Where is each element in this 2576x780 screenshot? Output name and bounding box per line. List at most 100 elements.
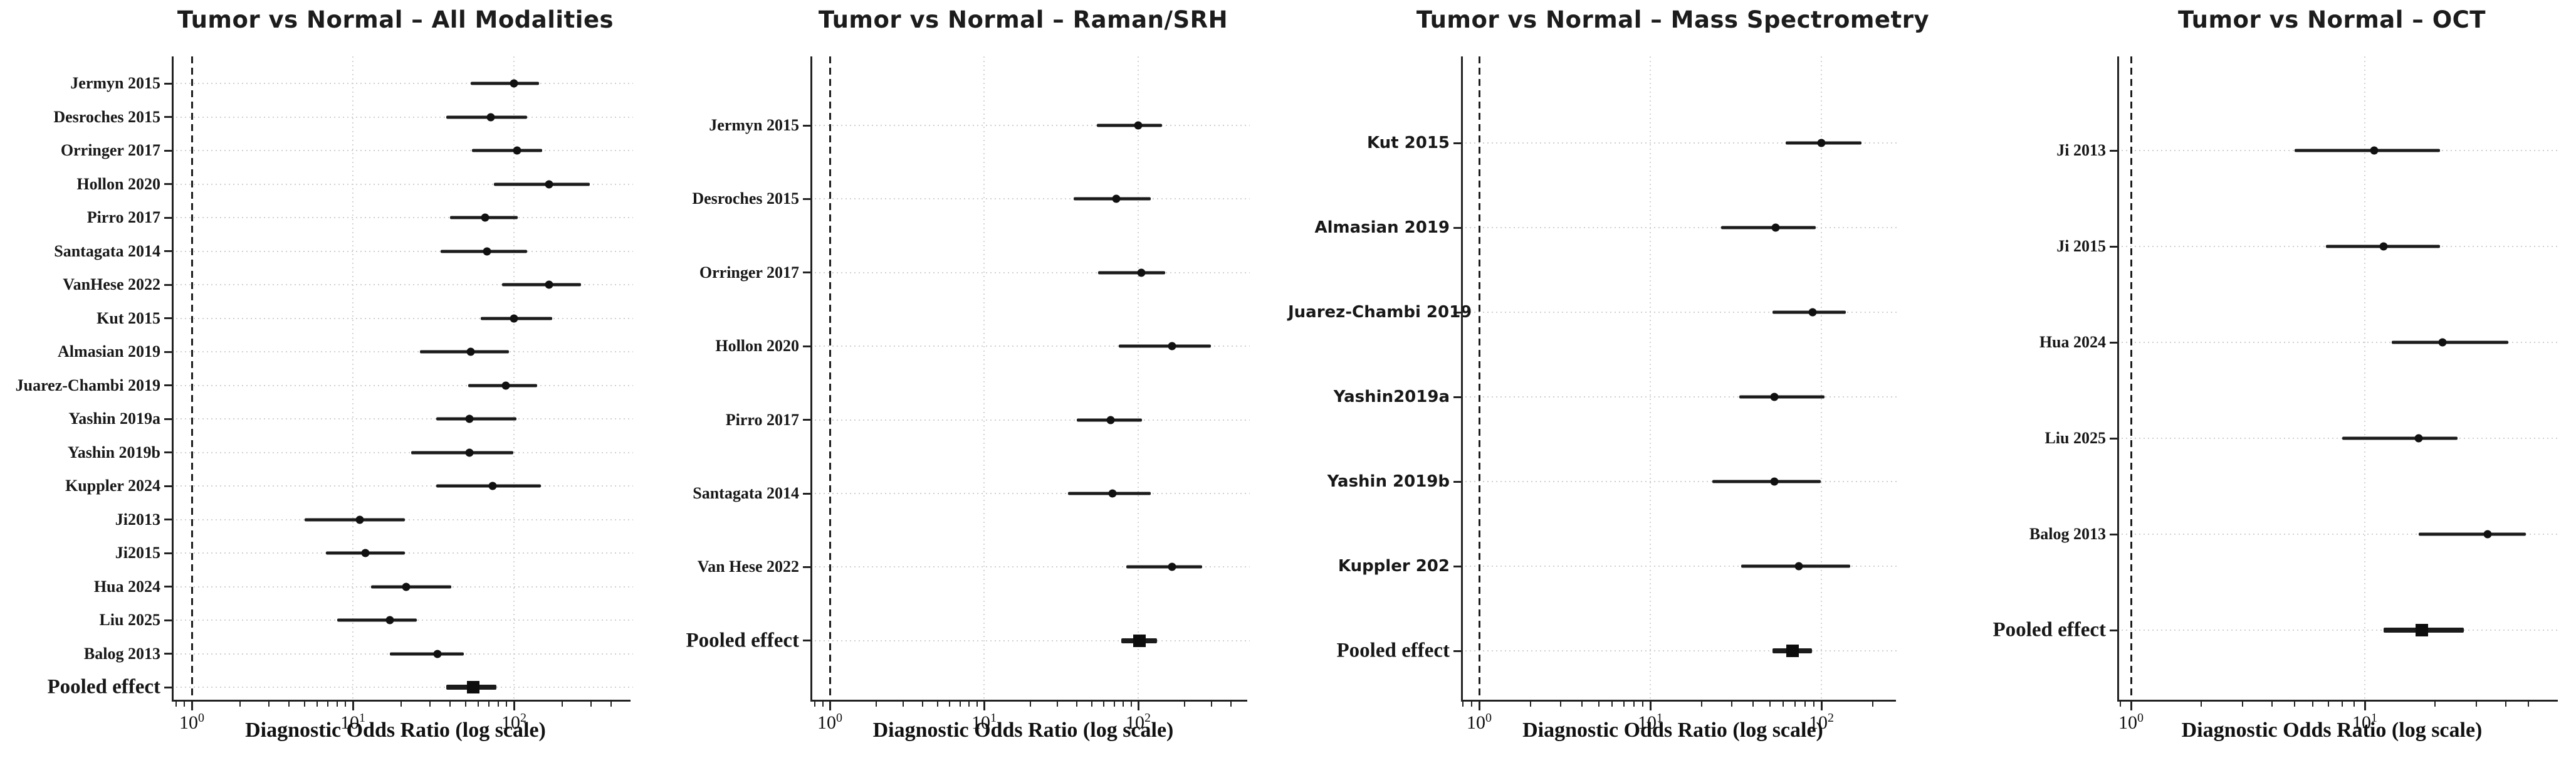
y-axis-tick — [164, 384, 172, 386]
point-estimate-marker — [486, 113, 495, 121]
x-axis-minor-tick — [2434, 702, 2436, 707]
row-gridline — [172, 687, 633, 688]
study-label: Hua 2024 — [93, 577, 160, 596]
study-label: Santagata 2014 — [54, 241, 160, 260]
pooled-effect-marker — [467, 681, 480, 693]
row-gridline — [1461, 142, 1898, 144]
row-gridline — [172, 250, 633, 252]
point-estimate-marker — [2483, 530, 2492, 539]
x-axis-spine — [2117, 700, 2558, 702]
x-axis-major-tick — [983, 702, 985, 710]
x-axis-minor-tick — [2341, 702, 2343, 707]
x-axis-minor-tick — [1560, 702, 1562, 707]
panel-title-mass-spectrometry: Tumor vs Normal – Mass Spectrometry — [1416, 6, 1930, 33]
x-axis-minor-tick — [1211, 702, 1213, 707]
x-axis-minor-tick — [316, 702, 318, 707]
x-axis-tick-label: 102 — [1809, 711, 1834, 733]
y-axis-tick — [803, 492, 810, 495]
confidence-interval-line — [304, 518, 405, 521]
row-gridline — [172, 183, 633, 185]
point-estimate-marker — [433, 650, 442, 658]
y-axis-tick — [803, 124, 810, 127]
row-gridline — [2117, 534, 2560, 535]
point-estimate-marker — [2370, 146, 2379, 155]
pooled-effect-label: Pooled effect — [686, 629, 800, 652]
y-axis-tick — [164, 485, 172, 487]
x-axis-minor-tick — [2119, 702, 2121, 707]
point-estimate-marker — [1770, 393, 1779, 401]
confidence-interval-line — [1739, 395, 1825, 399]
x-axis-minor-tick — [449, 702, 451, 707]
x-axis-minor-tick — [239, 702, 241, 707]
confidence-interval-line — [337, 618, 417, 622]
x-axis-minor-tick — [959, 702, 961, 707]
y-axis-tick — [164, 451, 172, 453]
point-estimate-marker — [1168, 562, 1176, 571]
x-axis-minor-tick — [876, 702, 877, 707]
study-label: Balog 2013 — [2029, 525, 2106, 543]
row-gridline — [810, 345, 1250, 347]
y-axis-tick — [164, 216, 172, 219]
y-axis-tick — [2110, 341, 2117, 344]
row-gridline — [2117, 342, 2560, 343]
x-axis-minor-tick — [903, 702, 904, 707]
x-axis-tick-label: 101 — [971, 711, 997, 733]
point-estimate-marker — [1137, 268, 1146, 277]
study-label: Ji 2015 — [2056, 237, 2106, 255]
x-axis-minor-tick — [1530, 702, 1532, 707]
point-estimate-marker — [488, 482, 497, 490]
y-axis-tick — [1453, 226, 1461, 229]
y-axis-tick — [164, 82, 172, 85]
row-gridline — [172, 317, 633, 319]
study-label: Ji2015 — [115, 544, 160, 562]
point-estimate-marker — [1770, 477, 1779, 486]
y-axis-tick — [1453, 142, 1461, 144]
row-gridline — [172, 150, 633, 151]
confidence-interval-line — [436, 417, 517, 421]
panel-all-modalities: Tumor vs Normal – All Modalities Jermyn … — [0, 0, 644, 780]
reference-line-dor-1 — [2130, 56, 2132, 700]
x-axis-major-tick — [829, 702, 831, 710]
study-label: Balog 2013 — [83, 644, 160, 663]
x-axis-major-tick — [1137, 702, 1139, 710]
point-estimate-marker — [1808, 308, 1817, 317]
point-estimate-marker — [465, 448, 474, 456]
confidence-interval-line — [1721, 226, 1816, 229]
y-axis-tick — [164, 519, 172, 520]
y-axis-tick — [164, 283, 172, 286]
study-label: Kuppler 2024 — [65, 477, 160, 495]
study-label: Liu 2025 — [2045, 429, 2106, 447]
row-gridline — [172, 384, 633, 386]
point-estimate-marker — [513, 146, 521, 155]
x-axis-major-tick — [191, 702, 193, 710]
y-axis-tick — [1453, 480, 1461, 483]
point-estimate-marker — [361, 549, 370, 557]
point-estimate-marker — [1112, 194, 1121, 203]
x-axis-minor-tick — [1470, 702, 1472, 707]
confidence-interval-line — [390, 652, 464, 655]
y-axis-tick — [1453, 311, 1461, 314]
study-label: Santagata 2014 — [693, 484, 799, 502]
y-axis-spine — [1461, 56, 1463, 702]
x-axis-major-tick — [1820, 702, 1823, 710]
x-axis-minor-tick — [2475, 702, 2477, 707]
x-gridline — [513, 56, 515, 700]
x-axis-minor-tick — [1731, 702, 1733, 707]
x-axis-tick-label: 102 — [1126, 711, 1151, 733]
x-axis-minor-tick — [1103, 702, 1105, 707]
x-axis-minor-tick — [337, 702, 338, 707]
y-axis-tick — [164, 183, 172, 185]
confidence-interval-line — [1098, 271, 1165, 275]
point-estimate-marker — [481, 213, 490, 222]
point-estimate-marker — [545, 280, 553, 289]
study-label: Pirro 2017 — [86, 208, 160, 226]
row-gridline — [1461, 396, 1898, 398]
x-axis-minor-tick — [1611, 702, 1613, 707]
x-axis-tick-label: 101 — [1638, 711, 1663, 733]
x-gridline — [983, 56, 985, 700]
study-label: Almasian 2019 — [1314, 218, 1450, 237]
x-axis-minor-tick — [1076, 702, 1078, 707]
x-axis-minor-tick — [1598, 702, 1600, 707]
panel-raman-srh: Tumor vs Normal – Raman/SRH Jermyn 2015 D… — [644, 0, 1287, 780]
